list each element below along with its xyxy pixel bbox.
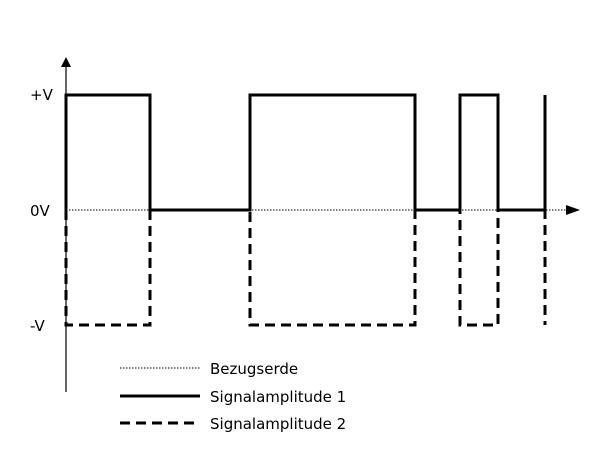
x-axis-arrowhead xyxy=(566,205,580,215)
signal-amplitude-2-waveform xyxy=(64,208,547,327)
zero-v-label: 0V xyxy=(30,202,51,220)
plus-v-label: +V xyxy=(30,86,54,104)
legend: Bezugserde Signalamplitude 1 Signalampli… xyxy=(120,360,346,433)
legend-ground-label: Bezugserde xyxy=(210,360,298,378)
signal-amplitude-1-waveform xyxy=(64,93,547,212)
legend-signal1-label: Signalamplitude 1 xyxy=(210,388,346,406)
legend-signal2-label: Signalamplitude 2 xyxy=(210,415,346,433)
minus-v-label: -V xyxy=(30,317,46,335)
